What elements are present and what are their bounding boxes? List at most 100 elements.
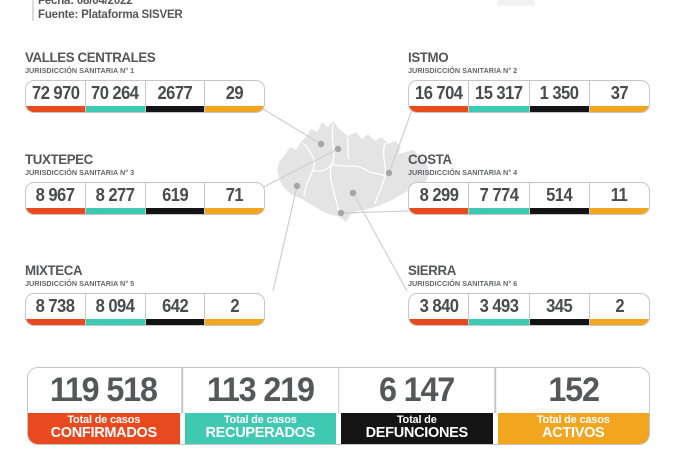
stat-recovered: 8 094 [84, 294, 145, 325]
callout-line-sierra [352, 192, 408, 292]
active-strip [589, 319, 649, 325]
stat-box: 16 704 15 317 1 350 37 [408, 80, 650, 113]
active-strip [205, 319, 264, 325]
recovered-strip [85, 319, 145, 325]
jurisdiction-title: TUXTEPEC [25, 152, 265, 167]
stat-recovered-value: 70 264 [91, 83, 139, 103]
stat-active: 71 [204, 183, 264, 214]
confirmed-strip [409, 319, 469, 325]
stat-confirmed: 8 967 [26, 183, 85, 214]
deaths-strip [145, 208, 205, 214]
active-strip [205, 106, 264, 112]
jurisdiction-subtitle-text: JURISDICCIÓN SANITARIA N° 5 [25, 279, 135, 288]
jurisdiction-subtitle-text: JURISDICCIÓN SANITARIA N° 1 [25, 66, 135, 75]
map-dot-tuxtepec [334, 145, 342, 153]
total-label-line1: Total de casos [223, 413, 297, 426]
total-deaths-label: Total de DEFUNCIONES [341, 413, 493, 444]
stat-active: 2 [588, 294, 649, 325]
recovered-strip [469, 208, 529, 214]
stat-confirmed: 72 970 [26, 81, 85, 112]
jurisdiction-title: ISTMO [408, 50, 650, 65]
active-strip [205, 208, 264, 214]
stat-box: 8 299 7 774 514 11 [408, 182, 650, 215]
total-active-label: Total de casos ACTIVOS [497, 413, 649, 444]
callout-line-mixteca [272, 185, 298, 292]
recovered-strip [85, 208, 145, 214]
map-dot-mixteca [293, 182, 301, 190]
jurisdiction-title: MIXTECA [25, 263, 265, 278]
stat-recovered: 3 493 [468, 294, 529, 325]
jurisdiction-subtitle: JURISDICCIÓN SANITARIA N° 3 [25, 168, 265, 177]
total-deaths-number: 6 147 [379, 371, 455, 409]
stat-confirmed-value: 8 299 [419, 185, 458, 205]
map-dot-sierra [349, 189, 357, 197]
deaths-strip [145, 106, 205, 112]
jurisdiction-card-costa: COSTA JURISDICCIÓN SANITARIA N° 4 8 299 … [408, 152, 650, 215]
stat-deaths: 619 [144, 183, 205, 214]
totals-divider [336, 368, 341, 444]
stat-deaths: 642 [144, 294, 205, 325]
totals-divider [180, 368, 185, 444]
stat-confirmed: 16 704 [409, 81, 469, 112]
stat-recovered-value: 8 094 [95, 296, 135, 316]
confirmed-strip [26, 319, 85, 325]
stat-active-value: 2 [230, 296, 239, 316]
stat-deaths-value: 619 [161, 185, 189, 205]
stat-deaths: 2677 [144, 81, 205, 112]
report-source: Fuente: Plataforma SISVER [38, 9, 183, 21]
jurisdiction-subtitle: JURISDICCIÓN SANITARIA N° 2 [408, 66, 650, 75]
totals-divider [493, 368, 498, 444]
stat-confirmed-value: 72 970 [31, 83, 80, 103]
confirmed-strip [409, 106, 469, 112]
map-dot-istmo [385, 169, 393, 177]
jurisdiction-title-text: TUXTEPEC [25, 151, 93, 167]
stat-active-value: 11 [611, 185, 628, 205]
cropped-top-artifact [497, 0, 535, 6]
stat-confirmed: 3 840 [409, 294, 469, 325]
jurisdiction-subtitle: JURISDICCIÓN SANITARIA N° 5 [25, 279, 265, 288]
total-label-line2: DEFUNCIONES [365, 424, 469, 441]
stat-active-value: 2 [615, 296, 624, 316]
total-card-confirmed: 119 518 Total de casos CONFIRMADOS [28, 368, 180, 444]
total-deaths-value: 6 147 [341, 368, 493, 413]
stat-active-value: 37 [610, 83, 629, 103]
map-region-borders [302, 123, 387, 214]
stat-deaths-value: 514 [546, 185, 573, 205]
jurisdiction-card-istmo: ISTMO JURISDICCIÓN SANITARIA N° 2 16 704… [408, 50, 650, 113]
total-card-active: 152 Total de casos ACTIVOS [497, 368, 649, 444]
stat-box: 72 970 70 264 2677 29 [25, 80, 265, 113]
total-label-line1: Total de casos [67, 413, 141, 426]
jurisdiction-subtitle-text: JURISDICCIÓN SANITARIA N° 4 [408, 168, 518, 177]
stat-confirmed-value: 16 704 [414, 83, 463, 103]
stat-deaths: 345 [528, 294, 589, 325]
total-active-number: 152 [548, 371, 600, 409]
total-card-recovered: 113 219 Total de casos RECUPERADOS [184, 368, 336, 444]
active-strip [589, 208, 649, 214]
callout-line-valles-centrales [262, 108, 322, 145]
deaths-strip [529, 319, 589, 325]
total-recovered-number: 113 219 [206, 371, 315, 409]
jurisdiction-subtitle-text: JURISDICCIÓN SANITARIA N° 3 [25, 168, 135, 177]
stat-recovered-value: 8 277 [95, 185, 135, 205]
recovered-strip [469, 319, 529, 325]
jurisdiction-title-text: SIERRA [408, 262, 456, 278]
stat-deaths-value: 1 350 [539, 83, 579, 103]
jurisdiction-subtitle: JURISDICCIÓN SANITARIA N° 4 [408, 168, 650, 177]
jurisdiction-title-text: VALLES CENTRALES [25, 49, 156, 65]
header-note: Fecha: 08/04/2022 Fuente: Plataforma SIS… [38, 0, 183, 22]
recovered-strip [469, 106, 529, 112]
total-label-line2: RECUPERADOS [205, 424, 316, 441]
jurisdiction-title-text: MIXTECA [25, 262, 83, 278]
stat-confirmed-value: 3 840 [419, 296, 458, 316]
stat-recovered: 15 317 [468, 81, 529, 112]
jurisdiction-card-valles-centrales: VALLES CENTRALES JURISDICCIÓN SANITARIA … [25, 50, 265, 113]
jurisdiction-subtitle: JURISDICCIÓN SANITARIA N° 1 [25, 66, 265, 75]
stat-deaths-value: 345 [546, 296, 573, 316]
total-label-line1: Total de [396, 413, 437, 426]
jurisdiction-title: COSTA [408, 152, 650, 167]
confirmed-strip [26, 106, 85, 112]
total-label-line1: Total de casos [536, 413, 610, 426]
total-confirmed-number: 119 518 [50, 371, 158, 409]
map-dot-valles-centrales [317, 140, 325, 148]
